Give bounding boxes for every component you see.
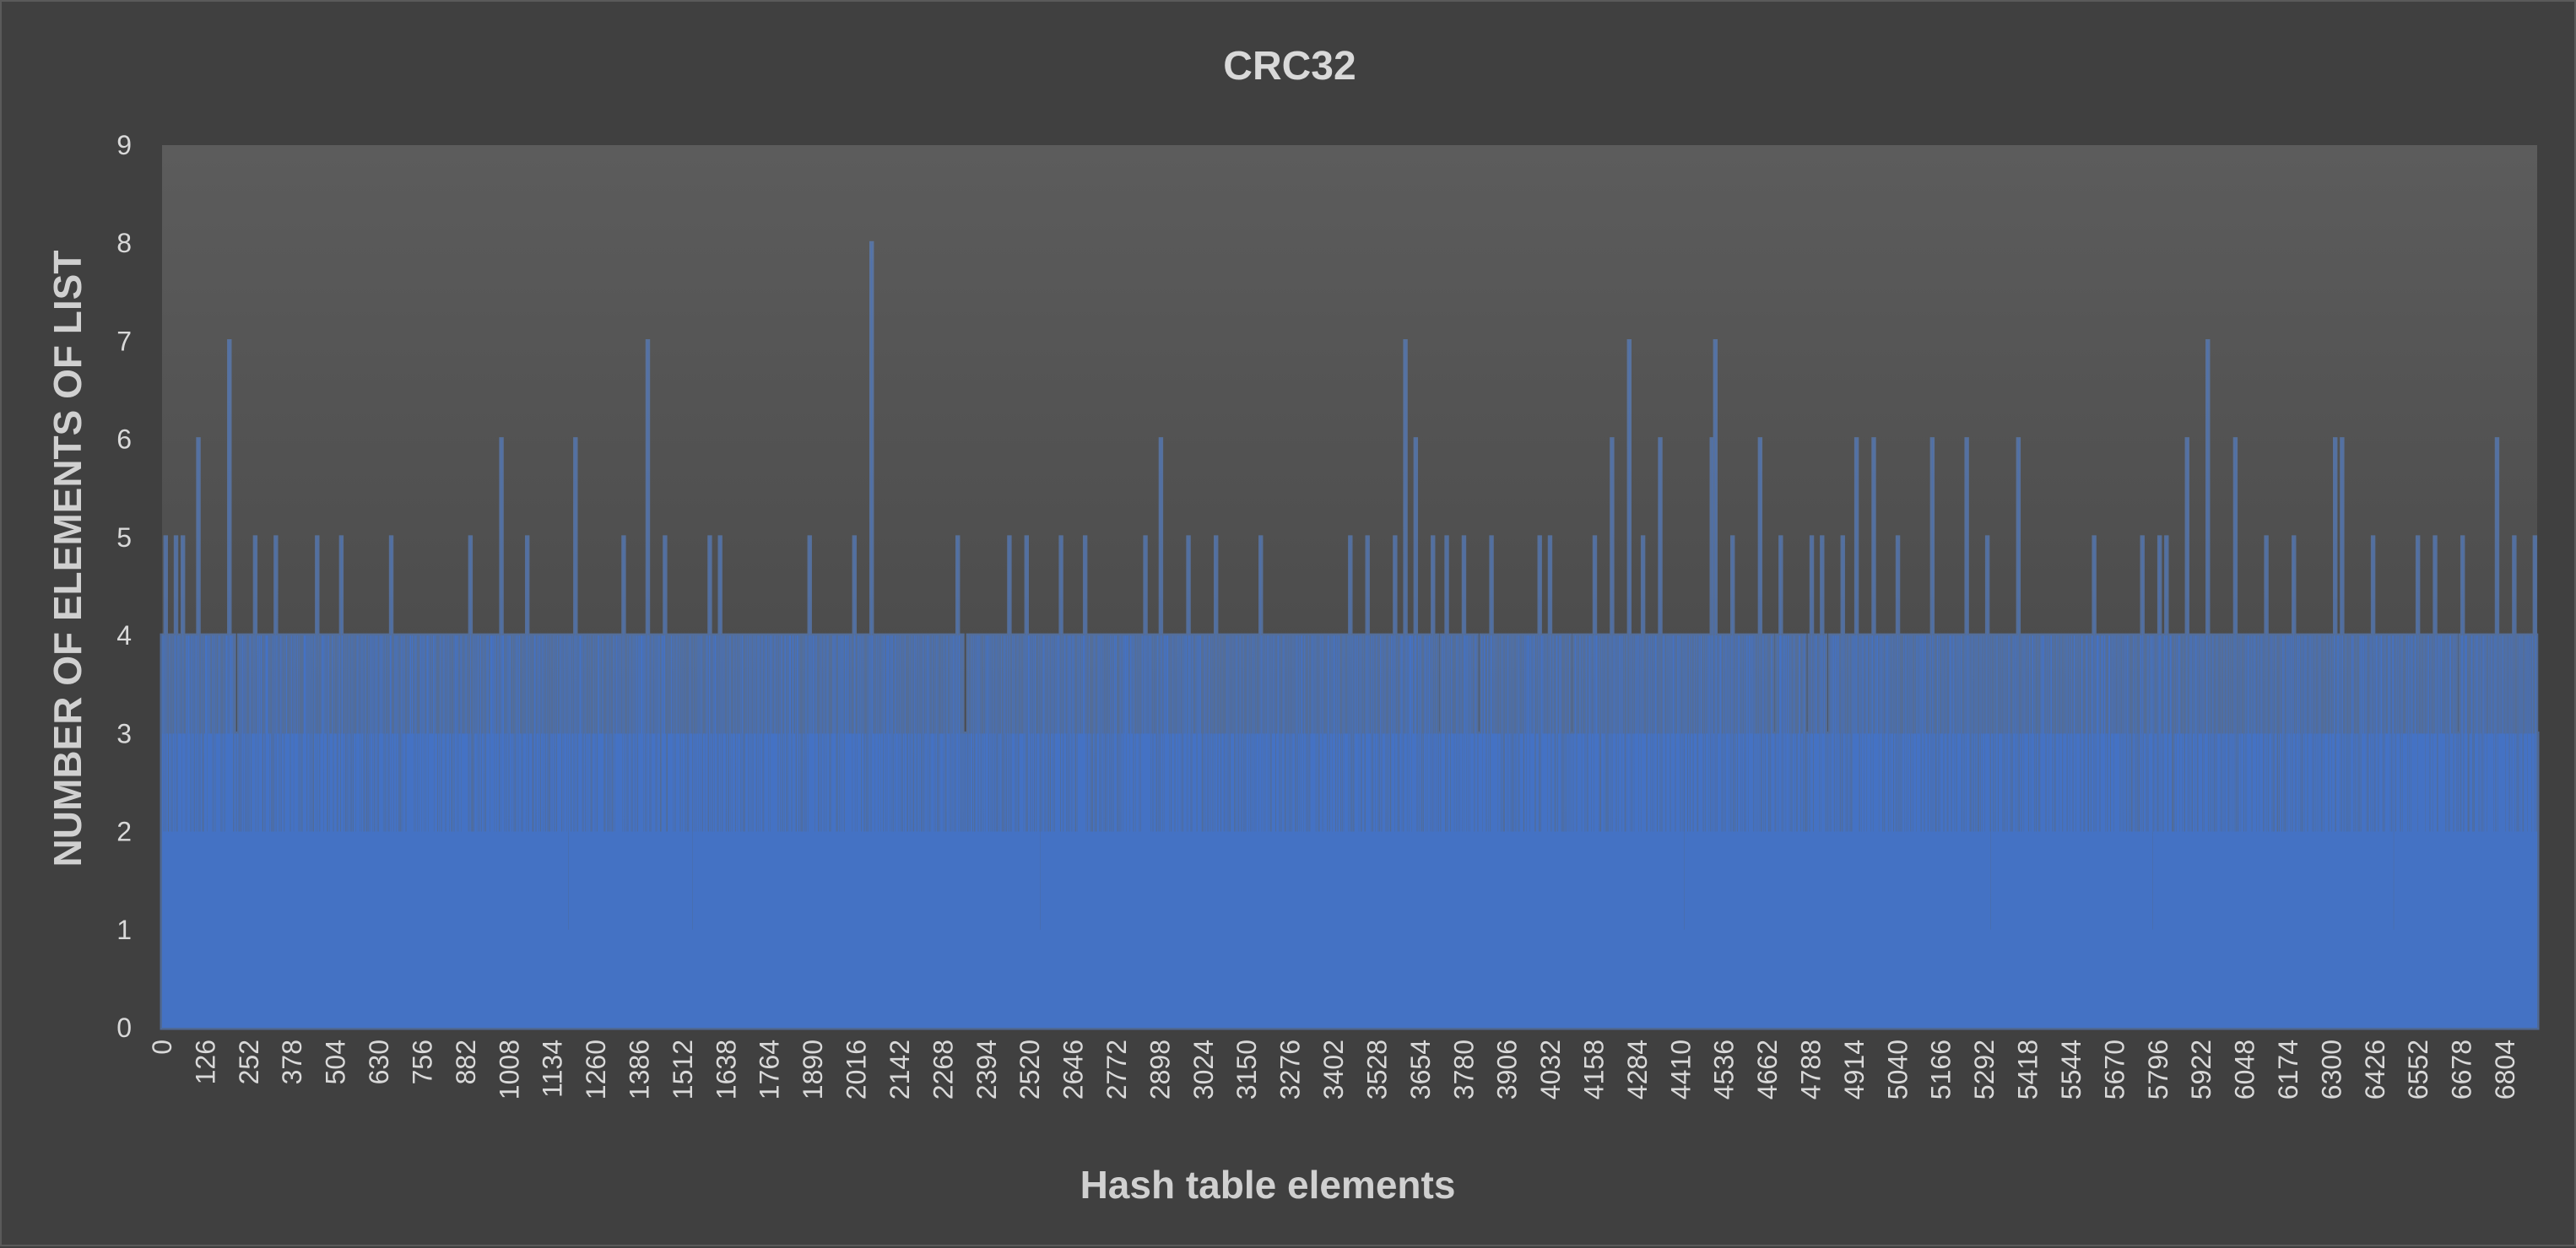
x-axis-title: Hash table elements xyxy=(1080,1163,1456,1207)
x-tick-label: 5544 xyxy=(2056,1040,2086,1099)
x-tick-label: 6804 xyxy=(2490,1040,2520,1099)
x-tick-label: 2898 xyxy=(1145,1040,1175,1099)
y-tick-label: 4 xyxy=(116,620,132,651)
x-tick-label: 6678 xyxy=(2447,1040,2477,1099)
x-tick-label: 4788 xyxy=(1796,1040,1826,1099)
series-bars xyxy=(162,243,2537,1029)
x-tick-label: 0 xyxy=(147,1040,177,1055)
x-tick-label: 4410 xyxy=(1665,1040,1696,1099)
x-tick-label: 2520 xyxy=(1015,1040,1045,1099)
x-tick-label: 3906 xyxy=(1492,1040,1523,1099)
y-tick-label: 6 xyxy=(116,424,132,455)
x-tick-label: 4536 xyxy=(1709,1040,1740,1099)
x-tick-label: 5922 xyxy=(2186,1040,2216,1099)
x-tick-label: 1260 xyxy=(581,1040,611,1099)
x-tick-label: 6174 xyxy=(2273,1040,2303,1099)
x-tick-label: 5040 xyxy=(1882,1040,1913,1099)
x-tick-label: 3780 xyxy=(1448,1040,1479,1099)
x-tick-label: 6426 xyxy=(2360,1040,2390,1099)
x-tick-label: 6300 xyxy=(2316,1040,2346,1099)
x-tick-label: 5418 xyxy=(2013,1040,2043,1099)
x-tick-label: 4284 xyxy=(1622,1040,1653,1099)
x-tick-label: 1008 xyxy=(494,1040,524,1099)
x-tick-label: 1764 xyxy=(755,1040,785,1099)
x-tick-label: 3024 xyxy=(1188,1040,1219,1099)
y-tick-label: 0 xyxy=(116,1013,132,1043)
x-tick-label: 2268 xyxy=(928,1040,958,1099)
x-tick-label: 3528 xyxy=(1361,1040,1392,1099)
x-tick-label: 4914 xyxy=(1839,1040,1870,1099)
x-tick-label: 252 xyxy=(234,1040,264,1084)
x-tick-label: 126 xyxy=(190,1040,220,1084)
x-tick-label: 2646 xyxy=(1058,1040,1089,1099)
x-tick-label: 5292 xyxy=(1969,1040,2000,1099)
x-tick-label: 6048 xyxy=(2230,1040,2260,1099)
x-tick-label: 3150 xyxy=(1231,1040,1262,1099)
x-tick-label: 2394 xyxy=(971,1040,1002,1099)
y-tick-label: 3 xyxy=(116,718,132,748)
x-tick-label: 1134 xyxy=(538,1040,568,1098)
y-tick-label: 9 xyxy=(116,130,132,160)
y-tick-label: 8 xyxy=(116,228,132,258)
y-tick-label: 7 xyxy=(116,326,132,356)
y-tick-label: 5 xyxy=(116,522,132,553)
y-axis: 0 1 2 3 4 5 6 7 8 9 xyxy=(116,130,132,1043)
x-tick-label: 504 xyxy=(321,1040,351,1084)
x-tick-label: 5670 xyxy=(2099,1040,2130,1099)
x-tick-label: 630 xyxy=(364,1040,394,1084)
x-tick-label: 5166 xyxy=(1926,1040,1956,1099)
x-tick-label: 756 xyxy=(408,1040,438,1084)
x-tick-label: 3402 xyxy=(1318,1040,1349,1099)
x-tick-label: 4662 xyxy=(1752,1040,1783,1099)
x-axis: 0 126 252 378 504 630 756 882 1008 1134 1260 1386 15… xyxy=(147,1040,2520,1099)
x-tick-label: 3276 xyxy=(1275,1040,1306,1099)
chart-title: CRC32 xyxy=(1223,44,1356,89)
x-tick-label: 1386 xyxy=(625,1040,655,1099)
x-tick-label: 5796 xyxy=(2143,1040,2173,1099)
x-tick-label: 378 xyxy=(277,1040,307,1084)
x-tick-label: 1638 xyxy=(711,1040,741,1099)
x-tick-label: 1890 xyxy=(798,1040,828,1099)
x-tick-label: 6552 xyxy=(2403,1040,2433,1099)
x-tick-label: 2016 xyxy=(842,1040,872,1099)
x-tick-label: 882 xyxy=(451,1040,481,1084)
bars-layer xyxy=(160,240,2540,1030)
x-tick-label: 3654 xyxy=(1405,1040,1436,1099)
x-tick-label: 2772 xyxy=(1101,1040,1132,1099)
x-tick-label: 4158 xyxy=(1579,1040,1610,1099)
x-tick-label: 1512 xyxy=(668,1040,698,1099)
y-tick-label: 2 xyxy=(116,817,132,847)
x-tick-label: 4032 xyxy=(1535,1040,1566,1099)
y-axis-title: NUMBER OF ELEMENTS OF LIST xyxy=(46,251,89,867)
x-tick-label: 2142 xyxy=(885,1040,915,1099)
y-tick-label: 1 xyxy=(116,915,132,945)
